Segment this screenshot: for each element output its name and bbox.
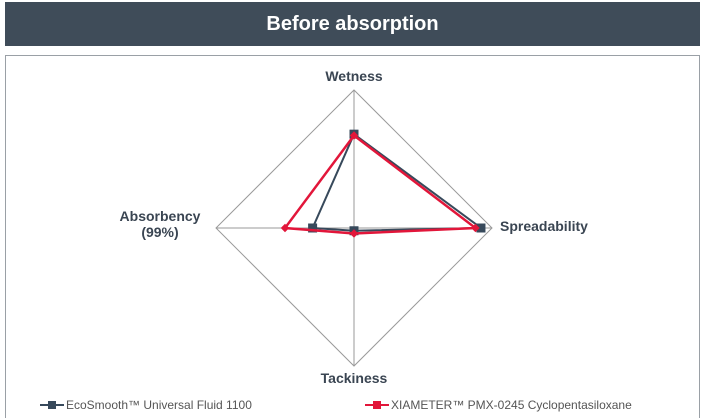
chart-title: Before absorption bbox=[5, 2, 700, 46]
legend-marker bbox=[373, 401, 381, 409]
legend-icon bbox=[365, 401, 389, 409]
legend-icon bbox=[40, 401, 64, 409]
legend-label: EcoSmooth™ Universal Fluid 1100 bbox=[66, 398, 252, 412]
marker bbox=[349, 131, 359, 140]
axis-label: Spreadability bbox=[500, 218, 588, 234]
legend-item: XIAMETER™ PMX-0245 Cyclopentasiloxane bbox=[365, 398, 632, 412]
legend-marker bbox=[48, 401, 56, 409]
series-line bbox=[311, 132, 484, 232]
axis-label: Absorbency (99%) bbox=[119, 208, 201, 240]
axis-label: Wetness bbox=[325, 68, 383, 84]
marker bbox=[471, 223, 480, 233]
legend-label: XIAMETER™ PMX-0245 Cyclopentasiloxane bbox=[391, 398, 632, 412]
marker bbox=[280, 223, 290, 233]
marker bbox=[308, 223, 318, 233]
axis-label: Tackiness bbox=[320, 370, 388, 386]
series-line bbox=[282, 133, 479, 235]
chart-frame bbox=[5, 55, 700, 418]
legend-item: EcoSmooth™ Universal Fluid 1100 bbox=[40, 398, 252, 412]
marker bbox=[476, 223, 486, 233]
marker bbox=[349, 229, 359, 238]
